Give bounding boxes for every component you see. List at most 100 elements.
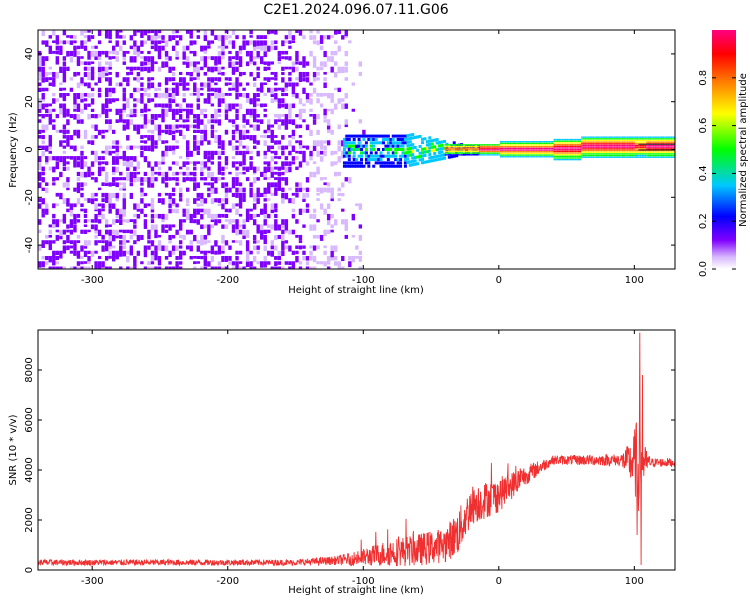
spectrogram-cell bbox=[352, 144, 356, 148]
spectrogram-cell bbox=[291, 129, 296, 136]
spectrogram-cell bbox=[499, 147, 502, 150]
spectrogram-cell bbox=[581, 156, 583, 158]
spectrogram-cell bbox=[76, 187, 81, 194]
spectrogram-cell bbox=[147, 56, 151, 62]
spectrogram-cell bbox=[399, 164, 403, 168]
spectrogram-cell bbox=[122, 208, 126, 216]
spectrogram-cell bbox=[323, 71, 327, 75]
spectrogram-cell bbox=[267, 87, 271, 93]
spectrogram-cell bbox=[621, 136, 624, 138]
spectrogram-cell bbox=[522, 141, 525, 143]
spectrogram-cell bbox=[295, 187, 299, 193]
spectrogram-cell bbox=[608, 138, 611, 140]
spectrogram-cell bbox=[312, 224, 317, 231]
spectrogram-cell bbox=[291, 192, 296, 196]
spectrogram-cell bbox=[119, 171, 123, 176]
spectrogram-cell bbox=[193, 66, 197, 73]
spectrogram-cell bbox=[553, 152, 556, 154]
spectrogram-cell bbox=[309, 82, 313, 86]
spectrogram-cell bbox=[516, 152, 518, 155]
spectrogram-cell bbox=[503, 152, 505, 155]
spectrogram-cell bbox=[147, 240, 151, 244]
spectrogram-cell bbox=[587, 139, 590, 142]
spectrogram-cell bbox=[548, 142, 551, 145]
spectrogram-cell bbox=[281, 135, 285, 140]
spectrogram-cell bbox=[657, 153, 660, 155]
spectrogram-cell bbox=[662, 138, 665, 140]
spectrogram-cell bbox=[503, 144, 505, 146]
spectrogram-cell bbox=[561, 138, 564, 141]
spectrogram-cell bbox=[527, 156, 530, 158]
spectrogram-cell bbox=[140, 140, 144, 143]
spectrogram-cell bbox=[334, 161, 338, 165]
spectrogram-cell bbox=[573, 153, 575, 156]
spectrogram-cell bbox=[193, 114, 197, 119]
spectrogram-cell bbox=[157, 255, 162, 263]
spectrogram-cell bbox=[521, 141, 523, 143]
snr-series-line bbox=[38, 332, 675, 568]
spectrogram-cell bbox=[270, 266, 274, 269]
spectrogram-cell bbox=[374, 137, 378, 141]
spectrogram-cell bbox=[90, 192, 95, 199]
spectrogram-cell bbox=[673, 149, 675, 152]
spectrogram-cell bbox=[97, 208, 102, 215]
spectrogram-cell bbox=[534, 156, 536, 158]
spectrogram-cell bbox=[52, 261, 56, 266]
spectrogram-cell bbox=[270, 98, 274, 104]
spectrogram-cell bbox=[73, 145, 77, 152]
spectrogram-cell bbox=[249, 192, 253, 198]
spectrogram-cell bbox=[608, 143, 611, 145]
spectrogram-cell bbox=[97, 266, 102, 269]
spectrogram-cell bbox=[561, 142, 564, 144]
spectrogram-cell bbox=[537, 142, 539, 145]
spectrogram-cell bbox=[673, 151, 675, 153]
spectrogram-cell bbox=[475, 145, 478, 148]
spectrogram-cell bbox=[613, 144, 616, 147]
spectrogram-cell bbox=[221, 203, 225, 210]
spectrogram-cell bbox=[603, 149, 606, 152]
spectrogram-cell bbox=[228, 140, 232, 146]
spectrogram-cell bbox=[659, 141, 661, 143]
x-tick-label: 100 bbox=[625, 275, 644, 286]
spectrogram-cell bbox=[231, 61, 236, 67]
spectrogram-cell bbox=[584, 136, 587, 138]
spectrogram-cell bbox=[545, 147, 548, 150]
spectrogram-cell bbox=[126, 71, 130, 76]
spectrogram-cell bbox=[573, 143, 575, 146]
spectrogram-cell bbox=[122, 240, 126, 246]
spectrogram-cell bbox=[122, 250, 126, 257]
spectrogram-cell bbox=[87, 240, 91, 246]
spectrogram-cell bbox=[101, 245, 105, 252]
spectrogram-cell bbox=[157, 35, 162, 39]
spectrogram-cell bbox=[210, 171, 215, 177]
spectrogram-cell bbox=[597, 156, 600, 158]
spectrogram-cell bbox=[569, 148, 572, 151]
spectrogram-cell bbox=[231, 219, 236, 223]
spectrogram-cell bbox=[129, 192, 134, 199]
spectrogram-cell bbox=[193, 255, 197, 259]
spectrogram-cell bbox=[483, 150, 486, 153]
spectrogram-cell bbox=[501, 142, 504, 145]
spectrogram-cell bbox=[295, 150, 299, 154]
spectrogram-cell bbox=[83, 35, 88, 38]
spectrogram-cell bbox=[618, 144, 621, 147]
spectrogram-cell bbox=[406, 147, 410, 151]
spectrogram-cell bbox=[478, 152, 481, 154]
spectrogram-cell bbox=[367, 161, 371, 165]
spectrogram-cell bbox=[669, 156, 671, 158]
spectrogram-cell bbox=[171, 266, 176, 269]
spectrogram-cell bbox=[45, 182, 49, 187]
spectrogram-cell bbox=[224, 156, 229, 162]
spectrogram-cell bbox=[140, 198, 144, 204]
spectrogram-cell bbox=[607, 139, 609, 142]
spectrogram-cell bbox=[284, 35, 289, 40]
spectrogram-cell bbox=[267, 45, 271, 52]
spectrogram-cell bbox=[196, 261, 200, 264]
spectrogram-cell bbox=[576, 155, 578, 157]
spectrogram-cell bbox=[245, 219, 250, 223]
spectrogram-cell bbox=[460, 145, 463, 148]
spectrogram-cell bbox=[566, 158, 569, 161]
spectrogram-cell bbox=[532, 141, 535, 143]
spectrogram-cell bbox=[161, 140, 165, 144]
spectrogram-cell bbox=[154, 61, 158, 65]
